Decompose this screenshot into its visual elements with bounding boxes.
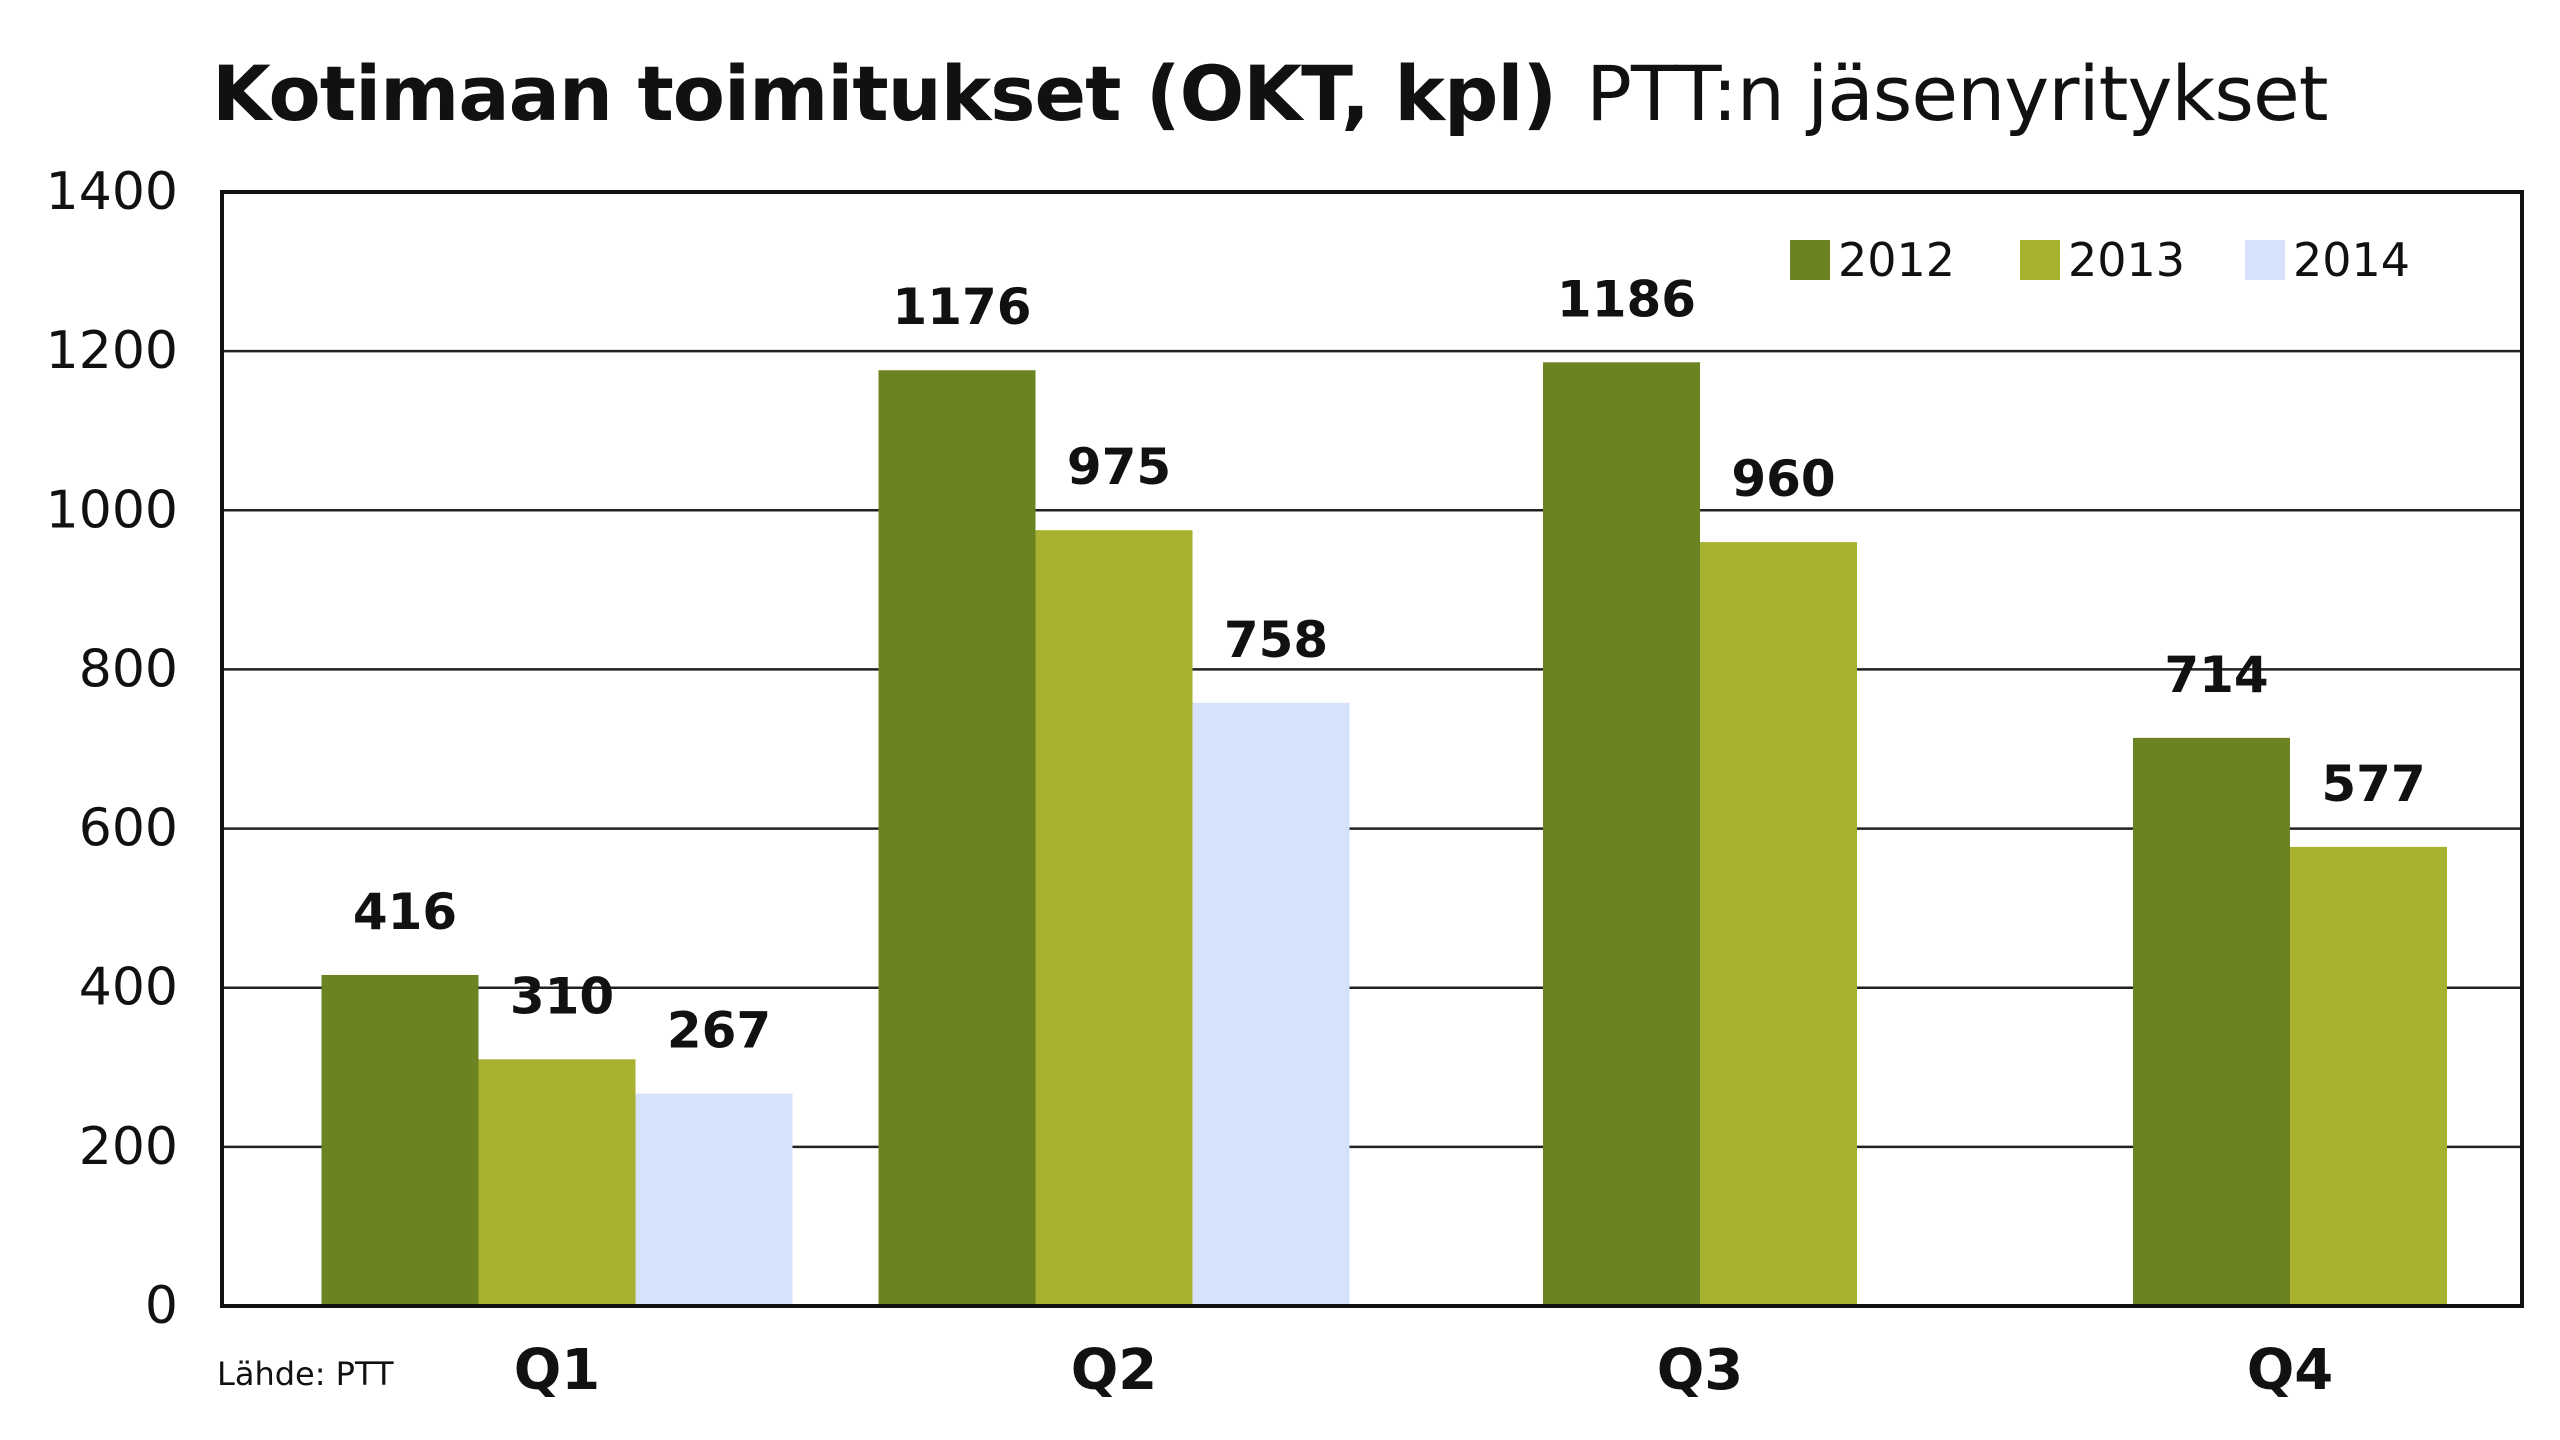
y-tick-label: 200 bbox=[79, 1117, 178, 1177]
bar bbox=[2290, 846, 2447, 1306]
bar bbox=[635, 1093, 793, 1306]
data-label: 960 bbox=[1731, 450, 1835, 508]
y-tick-label: 1200 bbox=[46, 321, 178, 381]
legend-swatch bbox=[2245, 240, 2285, 280]
legend-swatch bbox=[2020, 240, 2060, 280]
y-tick-label: 400 bbox=[79, 958, 178, 1018]
legend-label: 2013 bbox=[2068, 233, 2185, 287]
bar bbox=[2133, 737, 2290, 1306]
data-label: 714 bbox=[2164, 646, 2268, 704]
x-tick-label: Q2 bbox=[1071, 1338, 1158, 1403]
bar bbox=[878, 370, 1036, 1306]
chart-title: Kotimaan toimitukset (OKT, kpl) PTT:n jäs… bbox=[212, 56, 2329, 132]
legend-label: 2014 bbox=[2293, 233, 2410, 287]
y-tick-label: 0 bbox=[145, 1276, 178, 1336]
data-label: 310 bbox=[510, 967, 614, 1025]
bar bbox=[478, 1059, 636, 1306]
y-tick-label: 1000 bbox=[46, 480, 178, 540]
data-label: 758 bbox=[1224, 611, 1328, 669]
x-tick-label: Q3 bbox=[1657, 1338, 1744, 1403]
chart-subtitle: PTT:n jäsenyritykset bbox=[1586, 49, 2328, 138]
chart-title-main: Kotimaan toimitukset (OKT, kpl) bbox=[212, 49, 1557, 138]
plot-frame bbox=[220, 190, 2524, 1308]
bar bbox=[1192, 702, 1350, 1306]
source-note: Lähde: PTT bbox=[217, 1355, 394, 1393]
bar bbox=[1700, 542, 1857, 1306]
y-tick-label: 600 bbox=[79, 799, 178, 859]
bar bbox=[1035, 530, 1193, 1306]
bar bbox=[1543, 362, 1700, 1307]
data-label: 1176 bbox=[892, 278, 1031, 336]
x-tick-label: Q1 bbox=[514, 1338, 601, 1403]
data-label: 416 bbox=[353, 883, 457, 941]
data-label: 577 bbox=[2321, 755, 2425, 813]
data-label: 975 bbox=[1067, 438, 1171, 496]
x-tick-label: Q4 bbox=[2247, 1338, 2334, 1403]
y-tick-label: 1400 bbox=[46, 162, 178, 222]
legend-label: 2012 bbox=[1838, 233, 1955, 287]
data-label: 267 bbox=[667, 1002, 771, 1060]
bar bbox=[321, 974, 479, 1306]
y-tick-label: 800 bbox=[79, 639, 178, 699]
legend-swatch bbox=[1790, 240, 1830, 280]
data-label: 1186 bbox=[1557, 270, 1696, 328]
